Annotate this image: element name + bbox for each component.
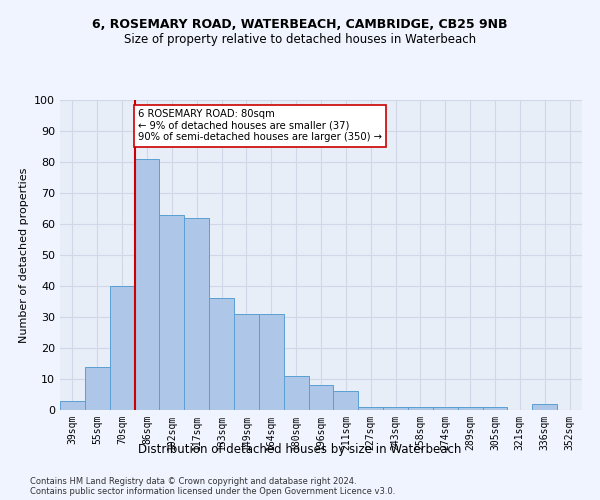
Bar — [160, 214, 184, 410]
Bar — [458, 407, 482, 410]
Bar — [134, 159, 160, 410]
Bar — [209, 298, 234, 410]
Bar — [358, 407, 383, 410]
Bar — [482, 407, 508, 410]
Text: 6, ROSEMARY ROAD, WATERBEACH, CAMBRIDGE, CB25 9NB: 6, ROSEMARY ROAD, WATERBEACH, CAMBRIDGE,… — [92, 18, 508, 30]
Bar — [110, 286, 134, 410]
Text: 6 ROSEMARY ROAD: 80sqm
← 9% of detached houses are smaller (37)
90% of semi-deta: 6 ROSEMARY ROAD: 80sqm ← 9% of detached … — [139, 110, 382, 142]
Bar — [259, 314, 284, 410]
Y-axis label: Number of detached properties: Number of detached properties — [19, 168, 29, 342]
Bar — [184, 218, 209, 410]
Bar — [383, 407, 408, 410]
Bar — [234, 314, 259, 410]
Text: Contains public sector information licensed under the Open Government Licence v3: Contains public sector information licen… — [30, 488, 395, 496]
Text: Size of property relative to detached houses in Waterbeach: Size of property relative to detached ho… — [124, 32, 476, 46]
Bar — [532, 404, 557, 410]
Bar — [60, 400, 85, 410]
Text: Distribution of detached houses by size in Waterbeach: Distribution of detached houses by size … — [139, 442, 461, 456]
Bar — [85, 366, 110, 410]
Bar — [308, 385, 334, 410]
Bar — [408, 407, 433, 410]
Bar — [433, 407, 458, 410]
Bar — [284, 376, 308, 410]
Bar — [334, 392, 358, 410]
Text: Contains HM Land Registry data © Crown copyright and database right 2024.: Contains HM Land Registry data © Crown c… — [30, 478, 356, 486]
